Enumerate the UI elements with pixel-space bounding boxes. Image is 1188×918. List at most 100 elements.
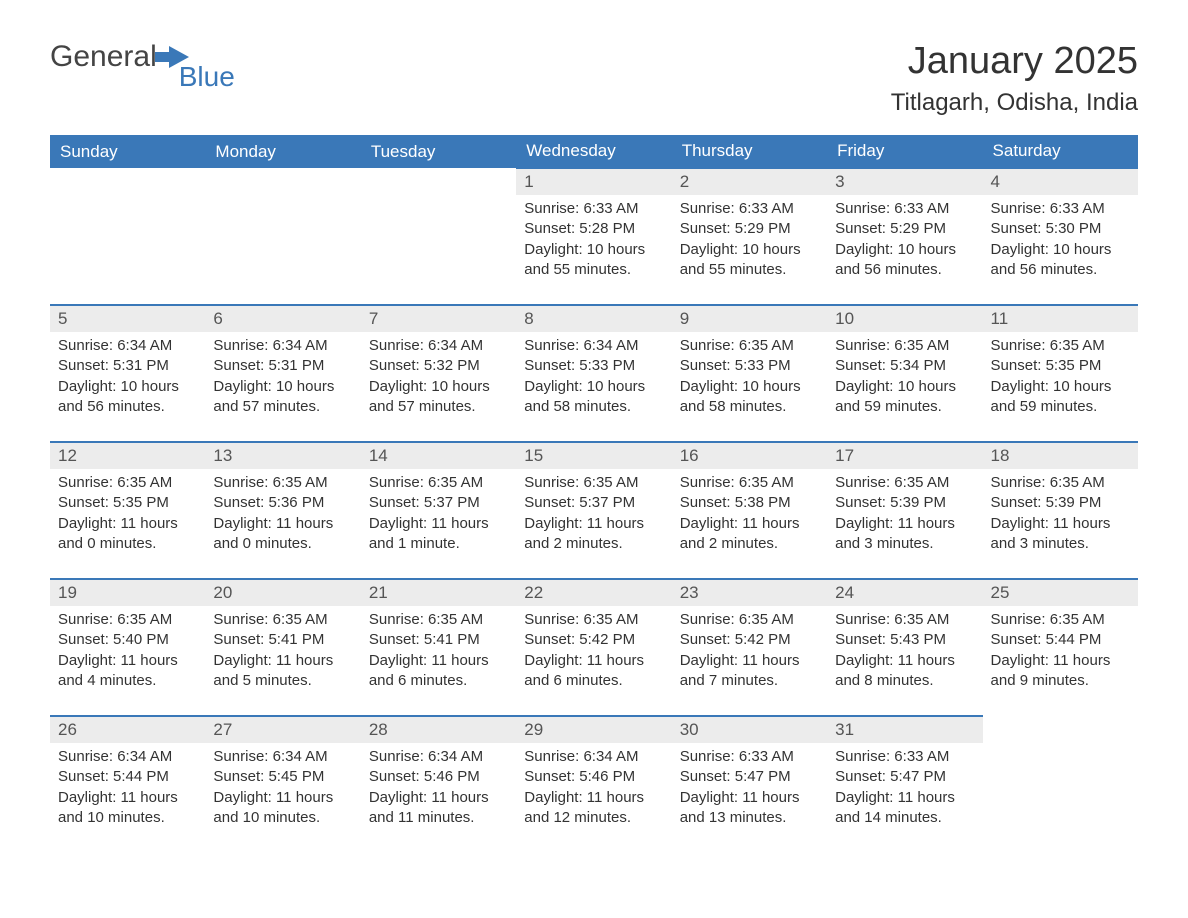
day-info-cell: Sunrise: 6:35 AMSunset: 5:41 PMDaylight:…: [361, 606, 516, 716]
sunset-text: Sunset: 5:45 PM: [213, 767, 352, 787]
day-number-cell: 26: [50, 716, 205, 743]
day-number-cell: 10: [827, 305, 982, 332]
brand-text-blue: Blue: [179, 61, 235, 93]
day-info-cell: Sunrise: 6:33 AMSunset: 5:47 PMDaylight:…: [672, 743, 827, 852]
sunset-text: Sunset: 5:46 PM: [524, 767, 663, 787]
sunset-text: Sunset: 5:35 PM: [58, 493, 197, 513]
day-number-cell: 7: [361, 305, 516, 332]
daylight-text: Daylight: 11 hours and 4 minutes.: [58, 651, 197, 692]
sunrise-text: Sunrise: 6:35 AM: [835, 610, 974, 630]
daylight-text: Daylight: 11 hours and 13 minutes.: [680, 788, 819, 829]
day-info-cell: Sunrise: 6:35 AMSunset: 5:35 PMDaylight:…: [983, 332, 1138, 442]
weekday-header: Thursday: [672, 135, 827, 168]
day-info-cell: Sunrise: 6:35 AMSunset: 5:34 PMDaylight:…: [827, 332, 982, 442]
daylight-text: Daylight: 11 hours and 5 minutes.: [213, 651, 352, 692]
day-info-cell: [983, 743, 1138, 852]
daylight-text: Daylight: 11 hours and 2 minutes.: [524, 514, 663, 555]
sunset-text: Sunset: 5:43 PM: [835, 630, 974, 650]
day-info-cell: Sunrise: 6:33 AMSunset: 5:29 PMDaylight:…: [672, 195, 827, 305]
weekday-header-row: Sunday Monday Tuesday Wednesday Thursday…: [50, 135, 1138, 168]
sunset-text: Sunset: 5:42 PM: [524, 630, 663, 650]
day-info-cell: Sunrise: 6:33 AMSunset: 5:28 PMDaylight:…: [516, 195, 671, 305]
day-number-cell: [205, 168, 360, 195]
sunset-text: Sunset: 5:39 PM: [991, 493, 1130, 513]
day-info-cell: Sunrise: 6:35 AMSunset: 5:39 PMDaylight:…: [827, 469, 982, 579]
day-number-cell: 13: [205, 442, 360, 469]
day-info-cell: Sunrise: 6:34 AMSunset: 5:31 PMDaylight:…: [50, 332, 205, 442]
sunrise-text: Sunrise: 6:33 AM: [835, 747, 974, 767]
page-header: General Blue January 2025 Titlagarh, Odi…: [50, 40, 1138, 117]
daylight-text: Daylight: 11 hours and 3 minutes.: [835, 514, 974, 555]
sunrise-text: Sunrise: 6:33 AM: [680, 199, 819, 219]
sunrise-text: Sunrise: 6:35 AM: [680, 473, 819, 493]
sunrise-text: Sunrise: 6:35 AM: [835, 336, 974, 356]
daylight-text: Daylight: 11 hours and 10 minutes.: [58, 788, 197, 829]
sunrise-text: Sunrise: 6:34 AM: [524, 336, 663, 356]
daylight-text: Daylight: 10 hours and 56 minutes.: [58, 377, 197, 418]
day-info-cell: Sunrise: 6:35 AMSunset: 5:37 PMDaylight:…: [516, 469, 671, 579]
sunrise-text: Sunrise: 6:33 AM: [835, 199, 974, 219]
sunset-text: Sunset: 5:47 PM: [835, 767, 974, 787]
day-number-cell: 25: [983, 579, 1138, 606]
sunset-text: Sunset: 5:41 PM: [213, 630, 352, 650]
day-info-cell: Sunrise: 6:34 AMSunset: 5:44 PMDaylight:…: [50, 743, 205, 852]
sunset-text: Sunset: 5:37 PM: [369, 493, 508, 513]
daylight-text: Daylight: 10 hours and 55 minutes.: [680, 240, 819, 281]
sunrise-text: Sunrise: 6:35 AM: [213, 610, 352, 630]
sunset-text: Sunset: 5:46 PM: [369, 767, 508, 787]
day-info-cell: Sunrise: 6:35 AMSunset: 5:39 PMDaylight:…: [983, 469, 1138, 579]
day-info-cell: Sunrise: 6:35 AMSunset: 5:42 PMDaylight:…: [516, 606, 671, 716]
sunset-text: Sunset: 5:40 PM: [58, 630, 197, 650]
day-number-cell: 23: [672, 579, 827, 606]
day-info-cell: Sunrise: 6:35 AMSunset: 5:33 PMDaylight:…: [672, 332, 827, 442]
day-number-cell: 3: [827, 168, 982, 195]
day-number-cell: [983, 716, 1138, 743]
sunrise-text: Sunrise: 6:35 AM: [991, 610, 1130, 630]
day-info-cell: Sunrise: 6:35 AMSunset: 5:43 PMDaylight:…: [827, 606, 982, 716]
day-number-cell: 29: [516, 716, 671, 743]
sunrise-text: Sunrise: 6:35 AM: [991, 473, 1130, 493]
weekday-header: Sunday: [50, 135, 205, 168]
day-info-cell: Sunrise: 6:35 AMSunset: 5:42 PMDaylight:…: [672, 606, 827, 716]
day-number-cell: 4: [983, 168, 1138, 195]
daylight-text: Daylight: 11 hours and 12 minutes.: [524, 788, 663, 829]
sunrise-text: Sunrise: 6:35 AM: [58, 473, 197, 493]
calendar-table: Sunday Monday Tuesday Wednesday Thursday…: [50, 135, 1138, 852]
daylight-text: Daylight: 11 hours and 10 minutes.: [213, 788, 352, 829]
sunrise-text: Sunrise: 6:34 AM: [524, 747, 663, 767]
sunrise-text: Sunrise: 6:33 AM: [680, 747, 819, 767]
day-number-cell: 31: [827, 716, 982, 743]
day-number-cell: 16: [672, 442, 827, 469]
day-info-cell: Sunrise: 6:34 AMSunset: 5:46 PMDaylight:…: [516, 743, 671, 852]
day-info-cell: Sunrise: 6:34 AMSunset: 5:45 PMDaylight:…: [205, 743, 360, 852]
daylight-text: Daylight: 10 hours and 57 minutes.: [213, 377, 352, 418]
day-number-cell: 12: [50, 442, 205, 469]
daylight-text: Daylight: 11 hours and 6 minutes.: [524, 651, 663, 692]
sunrise-text: Sunrise: 6:33 AM: [524, 199, 663, 219]
sunset-text: Sunset: 5:38 PM: [680, 493, 819, 513]
titles: January 2025 Titlagarh, Odisha, India: [891, 40, 1138, 117]
daylight-text: Daylight: 10 hours and 55 minutes.: [524, 240, 663, 281]
sunrise-text: Sunrise: 6:34 AM: [58, 747, 197, 767]
day-info-row: Sunrise: 6:33 AMSunset: 5:28 PMDaylight:…: [50, 195, 1138, 305]
day-info-cell: Sunrise: 6:35 AMSunset: 5:37 PMDaylight:…: [361, 469, 516, 579]
day-number-cell: 11: [983, 305, 1138, 332]
day-info-cell: Sunrise: 6:33 AMSunset: 5:29 PMDaylight:…: [827, 195, 982, 305]
sunset-text: Sunset: 5:47 PM: [680, 767, 819, 787]
day-info-cell: Sunrise: 6:34 AMSunset: 5:32 PMDaylight:…: [361, 332, 516, 442]
sunrise-text: Sunrise: 6:35 AM: [680, 336, 819, 356]
month-title: January 2025: [891, 40, 1138, 83]
day-number-cell: 15: [516, 442, 671, 469]
daylight-text: Daylight: 10 hours and 56 minutes.: [835, 240, 974, 281]
sunrise-text: Sunrise: 6:35 AM: [213, 473, 352, 493]
daylight-text: Daylight: 10 hours and 58 minutes.: [524, 377, 663, 418]
daynum-row: 262728293031: [50, 716, 1138, 743]
day-info-cell: Sunrise: 6:35 AMSunset: 5:44 PMDaylight:…: [983, 606, 1138, 716]
sunrise-text: Sunrise: 6:33 AM: [991, 199, 1130, 219]
sunrise-text: Sunrise: 6:35 AM: [369, 473, 508, 493]
sunset-text: Sunset: 5:36 PM: [213, 493, 352, 513]
sunset-text: Sunset: 5:32 PM: [369, 356, 508, 376]
daylight-text: Daylight: 10 hours and 56 minutes.: [991, 240, 1130, 281]
day-number-cell: 30: [672, 716, 827, 743]
sunrise-text: Sunrise: 6:35 AM: [991, 336, 1130, 356]
